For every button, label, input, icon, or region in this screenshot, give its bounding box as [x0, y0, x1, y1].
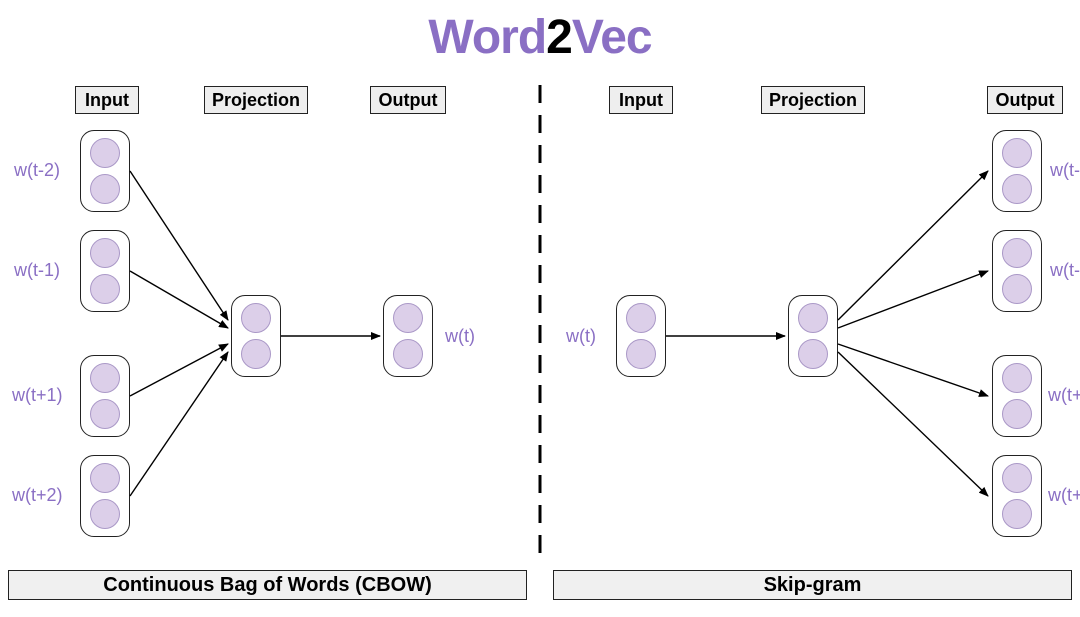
title-part-word: Word — [428, 11, 546, 64]
cbow-input-label-1: w(t-1) — [14, 260, 60, 281]
node-circle-icon — [1002, 399, 1032, 429]
cbow-header-output: Output — [370, 86, 446, 114]
diagram-canvas: Word2Vec Input Projection Output Input P… — [0, 0, 1080, 617]
node-circle-icon — [241, 339, 271, 369]
title-part-vec: Vec — [572, 11, 652, 64]
cbow-input-node-1 — [80, 230, 130, 312]
skipgram-output-label-2: w(t+1) — [1048, 385, 1080, 406]
node-circle-icon — [90, 274, 120, 304]
node-circle-icon — [90, 399, 120, 429]
node-circle-icon — [90, 238, 120, 268]
title-part-two: 2 — [546, 11, 572, 64]
node-circle-icon — [241, 303, 271, 333]
skipgram-output-label-0: w(t-2) — [1050, 160, 1080, 181]
cbow-input-node-3 — [80, 455, 130, 537]
arrow-line — [838, 271, 988, 328]
cbow-input-label-2: w(t+1) — [12, 385, 63, 406]
arrow-line — [130, 171, 228, 320]
cbow-header-input: Input — [75, 86, 139, 114]
node-circle-icon — [393, 303, 423, 333]
node-circle-icon — [1002, 138, 1032, 168]
cbow-output-label: w(t) — [445, 326, 475, 347]
skipgram-output-node-2 — [992, 355, 1042, 437]
node-circle-icon — [90, 138, 120, 168]
node-circle-icon — [90, 499, 120, 529]
cbow-output-node — [383, 295, 433, 377]
skipgram-output-label-3: w(t+2) — [1048, 485, 1080, 506]
skipgram-output-node-1 — [992, 230, 1042, 312]
skipgram-header-output: Output — [987, 86, 1063, 114]
node-circle-icon — [626, 303, 656, 333]
node-circle-icon — [798, 339, 828, 369]
skipgram-output-node-3 — [992, 455, 1042, 537]
node-circle-icon — [1002, 274, 1032, 304]
node-circle-icon — [1002, 363, 1032, 393]
arrow-line — [130, 352, 228, 496]
arrow-line — [838, 344, 988, 396]
skipgram-caption: Skip-gram — [553, 570, 1072, 600]
skipgram-output-label-1: w(t-1) — [1050, 260, 1080, 281]
cbow-projection-node — [231, 295, 281, 377]
node-circle-icon — [1002, 238, 1032, 268]
arrow-line — [130, 344, 228, 396]
node-circle-icon — [90, 174, 120, 204]
main-title: Word2Vec — [0, 10, 1080, 65]
node-circle-icon — [90, 463, 120, 493]
skipgram-input-label: w(t) — [566, 326, 596, 347]
node-circle-icon — [798, 303, 828, 333]
arrows-overlay — [0, 0, 1080, 617]
node-circle-icon — [90, 363, 120, 393]
skipgram-header-input: Input — [609, 86, 673, 114]
arrow-line — [130, 271, 228, 328]
cbow-input-node-2 — [80, 355, 130, 437]
cbow-header-projection: Projection — [204, 86, 308, 114]
node-circle-icon — [1002, 463, 1032, 493]
node-circle-icon — [393, 339, 423, 369]
arrow-line — [838, 352, 988, 496]
node-circle-icon — [626, 339, 656, 369]
cbow-input-label-0: w(t-2) — [14, 160, 60, 181]
skipgram-projection-node — [788, 295, 838, 377]
skipgram-header-projection: Projection — [761, 86, 865, 114]
cbow-input-node-0 — [80, 130, 130, 212]
node-circle-icon — [1002, 174, 1032, 204]
node-circle-icon — [1002, 499, 1032, 529]
skipgram-input-node — [616, 295, 666, 377]
skipgram-output-node-0 — [992, 130, 1042, 212]
arrow-line — [838, 171, 988, 320]
cbow-caption: Continuous Bag of Words (CBOW) — [8, 570, 527, 600]
cbow-input-label-3: w(t+2) — [12, 485, 63, 506]
